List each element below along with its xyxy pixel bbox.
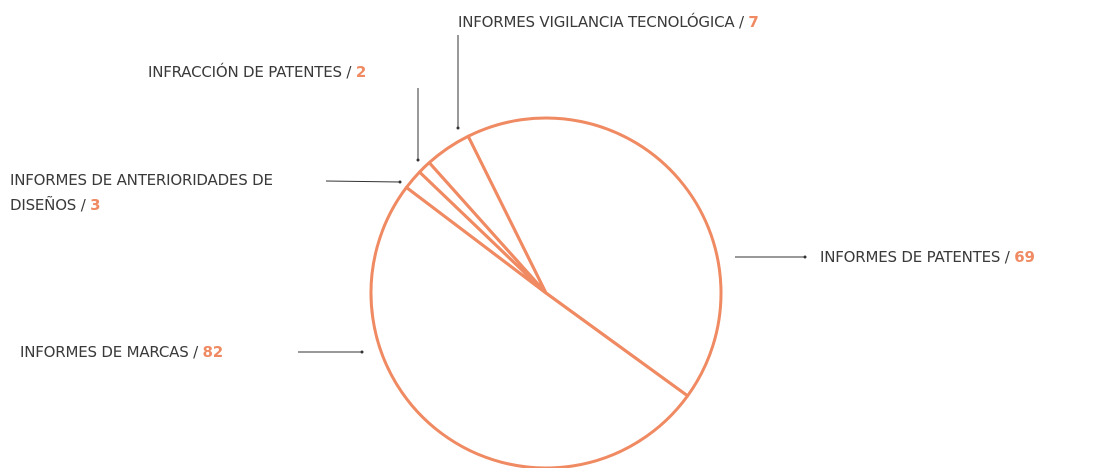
slice-label: INFRACCIÓN DE PATENTES / 2 bbox=[148, 60, 366, 85]
value-label: 69 bbox=[1014, 248, 1035, 266]
slice-label: INFORMES DE MARCAS / 82 bbox=[20, 340, 223, 365]
category-name: INFORMES DE MARCAS / bbox=[20, 343, 198, 361]
value-label: 3 bbox=[90, 196, 101, 214]
category-name: INFRACCIÓN DE PATENTES / bbox=[148, 63, 352, 81]
category-name: INFORMES DE ANTERIORIDADES DE DISEÑOS / bbox=[10, 171, 273, 214]
value-label: 82 bbox=[202, 343, 224, 361]
value-label: 2 bbox=[355, 63, 367, 81]
leader-dot bbox=[456, 126, 460, 130]
slice-label: INFORMES VIGILANCIA TECNOLÓGICA / 7 bbox=[458, 10, 759, 35]
pie-slice bbox=[427, 134, 548, 295]
leader-dot bbox=[416, 158, 420, 162]
slice-label: INFORMES DE PATENTES / 69 bbox=[820, 245, 1035, 270]
pie-slice bbox=[369, 185, 690, 468]
value-label: 7 bbox=[748, 13, 759, 31]
leader-line bbox=[325, 180, 401, 183]
slice-label: INFORMES DE ANTERIORIDADES DE DISEÑOS / … bbox=[10, 168, 330, 218]
category-name: INFORMES DE PATENTES / bbox=[820, 248, 1010, 266]
pie-slice bbox=[466, 116, 723, 398]
leader-dot bbox=[360, 350, 364, 354]
category-name: INFORMES VIGILANCIA TECNOLÓGICA / bbox=[458, 13, 744, 31]
leader-dot bbox=[803, 255, 807, 259]
leader-dot bbox=[398, 180, 402, 184]
